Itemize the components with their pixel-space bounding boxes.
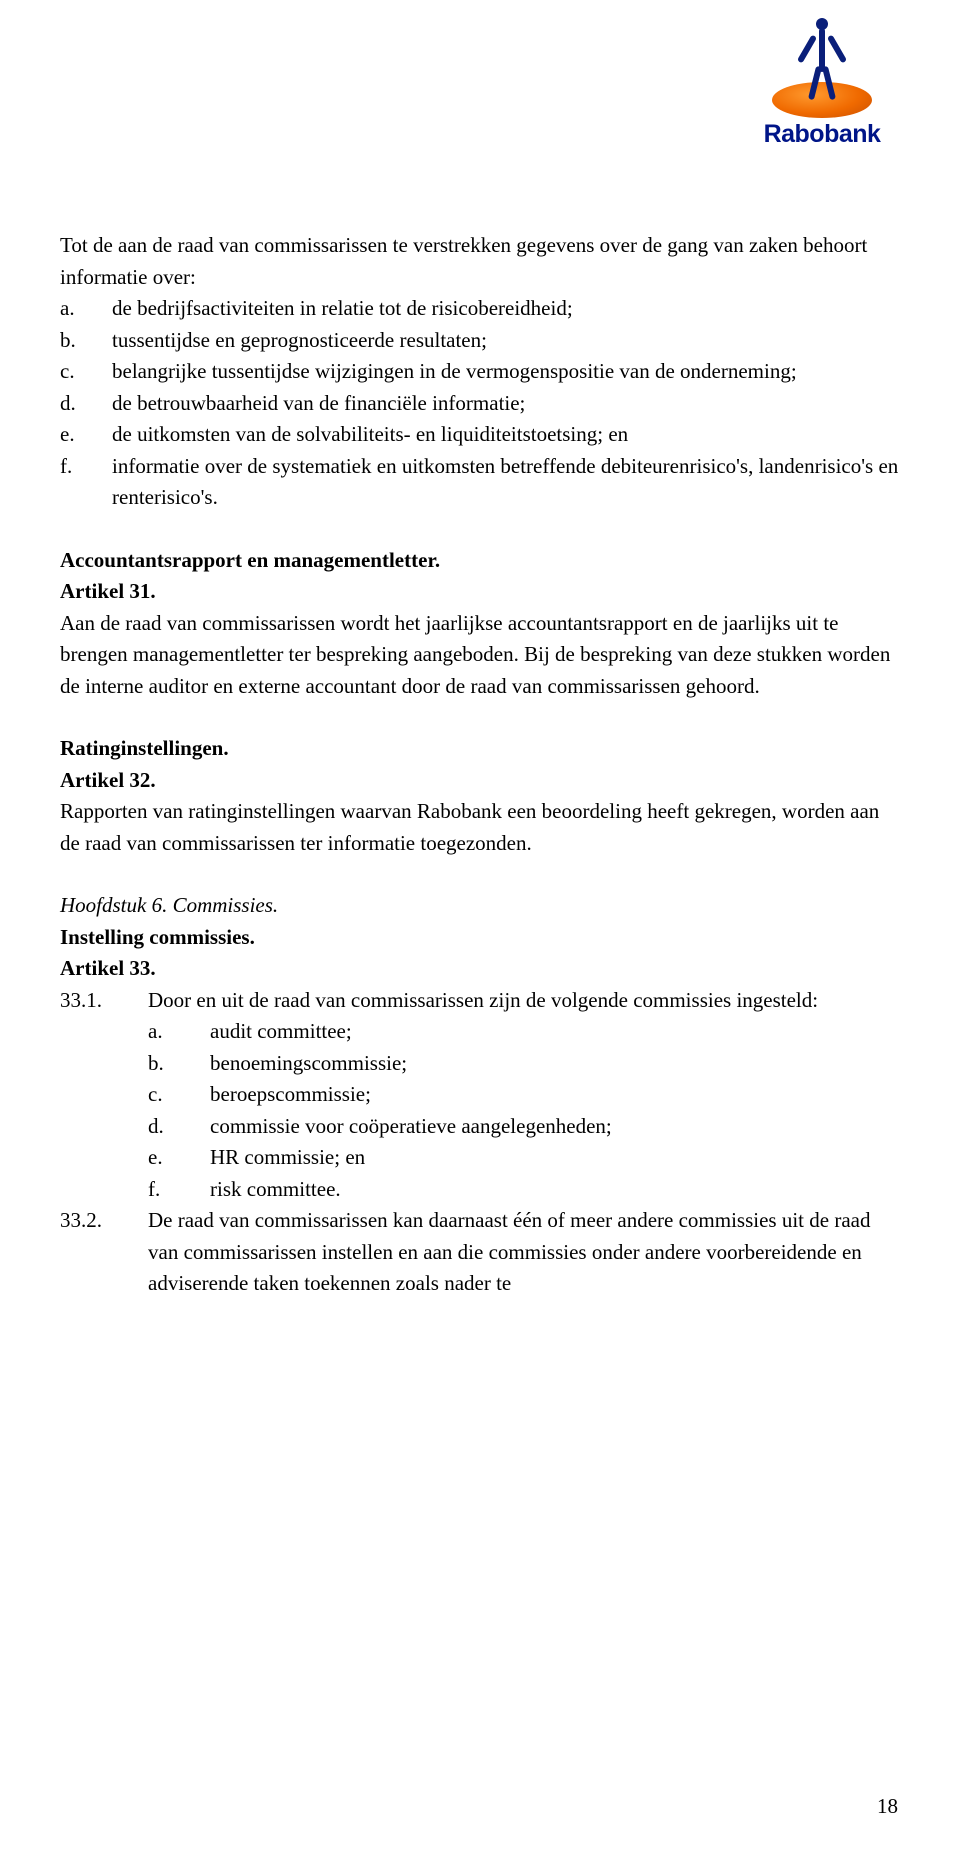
sublist-marker: c.	[148, 1079, 210, 1111]
list-text: informatie over de systematiek en uitkom…	[112, 451, 900, 514]
section-heading: Ratinginstellingen.	[60, 733, 900, 765]
list-text: tussentijdse en geprognosticeerde result…	[112, 325, 900, 357]
section-heading: Accountantsrapport en managementletter.	[60, 545, 900, 577]
sublist-text: risk committee.	[210, 1174, 900, 1206]
list-text: belangrijke tussentijdse wijzigingen in …	[112, 356, 900, 388]
sublist-item: c. beroepscommissie;	[60, 1079, 900, 1111]
chapter-heading: Hoofdstuk 6. Commissies.	[60, 890, 900, 922]
logo-figure-icon	[772, 18, 872, 118]
list-text: de bedrijfsactiviteiten in relatie tot d…	[112, 293, 900, 325]
sublist-marker: d.	[148, 1111, 210, 1143]
numbered-item: 33.2. De raad van commissarissen kan daa…	[60, 1205, 900, 1300]
list-text: de betrouwbaarheid van de financiële inf…	[112, 388, 900, 420]
article-body: Rapporten van ratinginstellingen waarvan…	[60, 796, 900, 859]
list-marker: e.	[60, 419, 112, 451]
article-number: Artikel 31.	[60, 576, 900, 608]
list-item: d. de betrouwbaarheid van de financiële …	[60, 388, 900, 420]
list-item: a. de bedrijfsactiviteiten in relatie to…	[60, 293, 900, 325]
list-marker: c.	[60, 356, 112, 388]
list-item: b. tussentijdse en geprognosticeerde res…	[60, 325, 900, 357]
page-number: 18	[877, 1791, 898, 1823]
sublist-item: e. HR commissie; en	[60, 1142, 900, 1174]
document-body: Tot de aan de raad van commissarissen te…	[60, 230, 900, 1300]
list-text: de uitkomsten van de solvabiliteits- en …	[112, 419, 900, 451]
sublist-item: f. risk committee.	[60, 1174, 900, 1206]
sublist-text: beroepscommissie;	[210, 1079, 900, 1111]
numbered-marker: 33.1.	[60, 985, 148, 1017]
list-marker: d.	[60, 388, 112, 420]
article-number: Artikel 32.	[60, 765, 900, 797]
section-ratinginstellingen: Ratinginstellingen. Artikel 32. Rapporte…	[60, 733, 900, 859]
sublist-text: HR commissie; en	[210, 1142, 900, 1174]
list-marker: f.	[60, 451, 112, 483]
section-heading: Instelling commissies.	[60, 922, 900, 954]
sublist-item: b. benoemingscommissie;	[60, 1048, 900, 1080]
brand-name: Rabobank	[742, 116, 902, 154]
sublist-text: benoemingscommissie;	[210, 1048, 900, 1080]
brand-logo: Rabobank	[742, 18, 902, 154]
list-item: e. de uitkomsten van de solvabiliteits- …	[60, 419, 900, 451]
numbered-text: Door en uit de raad van commissarissen z…	[148, 985, 900, 1017]
numbered-item: 33.1. Door en uit de raad van commissari…	[60, 985, 900, 1017]
list-item: c. belangrijke tussentijdse wijzigingen …	[60, 356, 900, 388]
numbered-text: De raad van commissarissen kan daarnaast…	[148, 1205, 900, 1300]
list-item: f. informatie over de systematiek en uit…	[60, 451, 900, 514]
article-number: Artikel 33.	[60, 953, 900, 985]
section-accountantsrapport: Accountantsrapport en managementletter. …	[60, 545, 900, 703]
sublist-marker: b.	[148, 1048, 210, 1080]
article-body: Aan de raad van commissarissen wordt het…	[60, 608, 900, 703]
sublist-text: commissie voor coöperatieve aangelegenhe…	[210, 1111, 900, 1143]
section-commissies: Hoofdstuk 6. Commissies. Instelling comm…	[60, 890, 900, 1300]
intro-paragraph: Tot de aan de raad van commissarissen te…	[60, 230, 900, 293]
numbered-marker: 33.2.	[60, 1205, 148, 1237]
sublist-text: audit committee;	[210, 1016, 900, 1048]
list-marker: a.	[60, 293, 112, 325]
sublist-marker: f.	[148, 1174, 210, 1206]
sublist-marker: a.	[148, 1016, 210, 1048]
sublist-item: a. audit committee;	[60, 1016, 900, 1048]
sublist-marker: e.	[148, 1142, 210, 1174]
list-marker: b.	[60, 325, 112, 357]
sublist-item: d. commissie voor coöperatieve aangelege…	[60, 1111, 900, 1143]
